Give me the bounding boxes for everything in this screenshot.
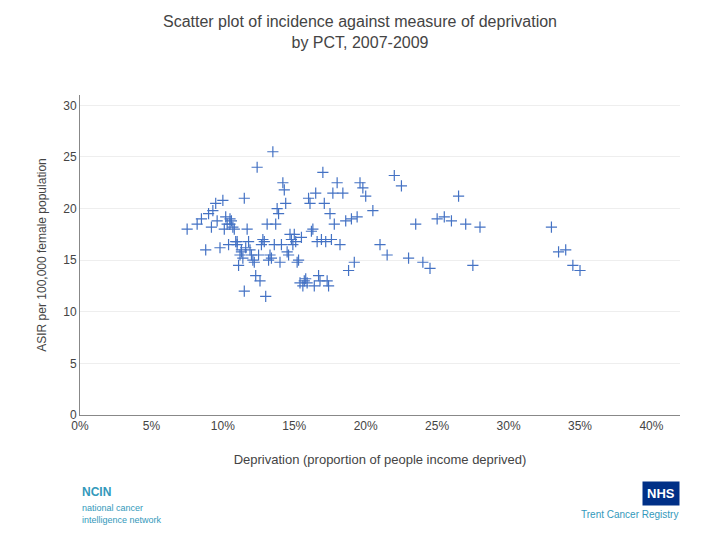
svg-text:ASIR per 100,000 female popula: ASIR per 100,000 female population <box>35 158 49 351</box>
svg-text:NCIN: NCIN <box>82 485 111 499</box>
svg-text:10%: 10% <box>211 419 235 433</box>
svg-text:15: 15 <box>63 253 77 267</box>
svg-text:Trent Cancer Registry: Trent Cancer Registry <box>581 509 678 520</box>
svg-text:10: 10 <box>63 305 77 319</box>
svg-text:35%: 35% <box>568 419 592 433</box>
svg-text:20%: 20% <box>354 419 378 433</box>
svg-text:NHS: NHS <box>647 486 675 501</box>
svg-text:25%: 25% <box>425 419 449 433</box>
svg-text:5: 5 <box>70 357 77 371</box>
svg-text:30%: 30% <box>497 419 521 433</box>
svg-text:0: 0 <box>70 408 77 422</box>
svg-text:Deprivation (proportion of peo: Deprivation (proportion of people income… <box>234 452 527 467</box>
svg-text:25: 25 <box>63 150 77 164</box>
svg-text:20: 20 <box>63 202 77 216</box>
svg-text:Scatter plot of incidence agai: Scatter plot of incidence against measur… <box>163 13 557 51</box>
svg-text:40%: 40% <box>639 419 663 433</box>
svg-text:national cancerintelligence ne: national cancerintelligence network <box>82 503 162 525</box>
svg-text:0%: 0% <box>71 419 89 433</box>
svg-text:5%: 5% <box>143 419 161 433</box>
svg-text:15%: 15% <box>282 419 306 433</box>
svg-text:30: 30 <box>63 99 77 113</box>
